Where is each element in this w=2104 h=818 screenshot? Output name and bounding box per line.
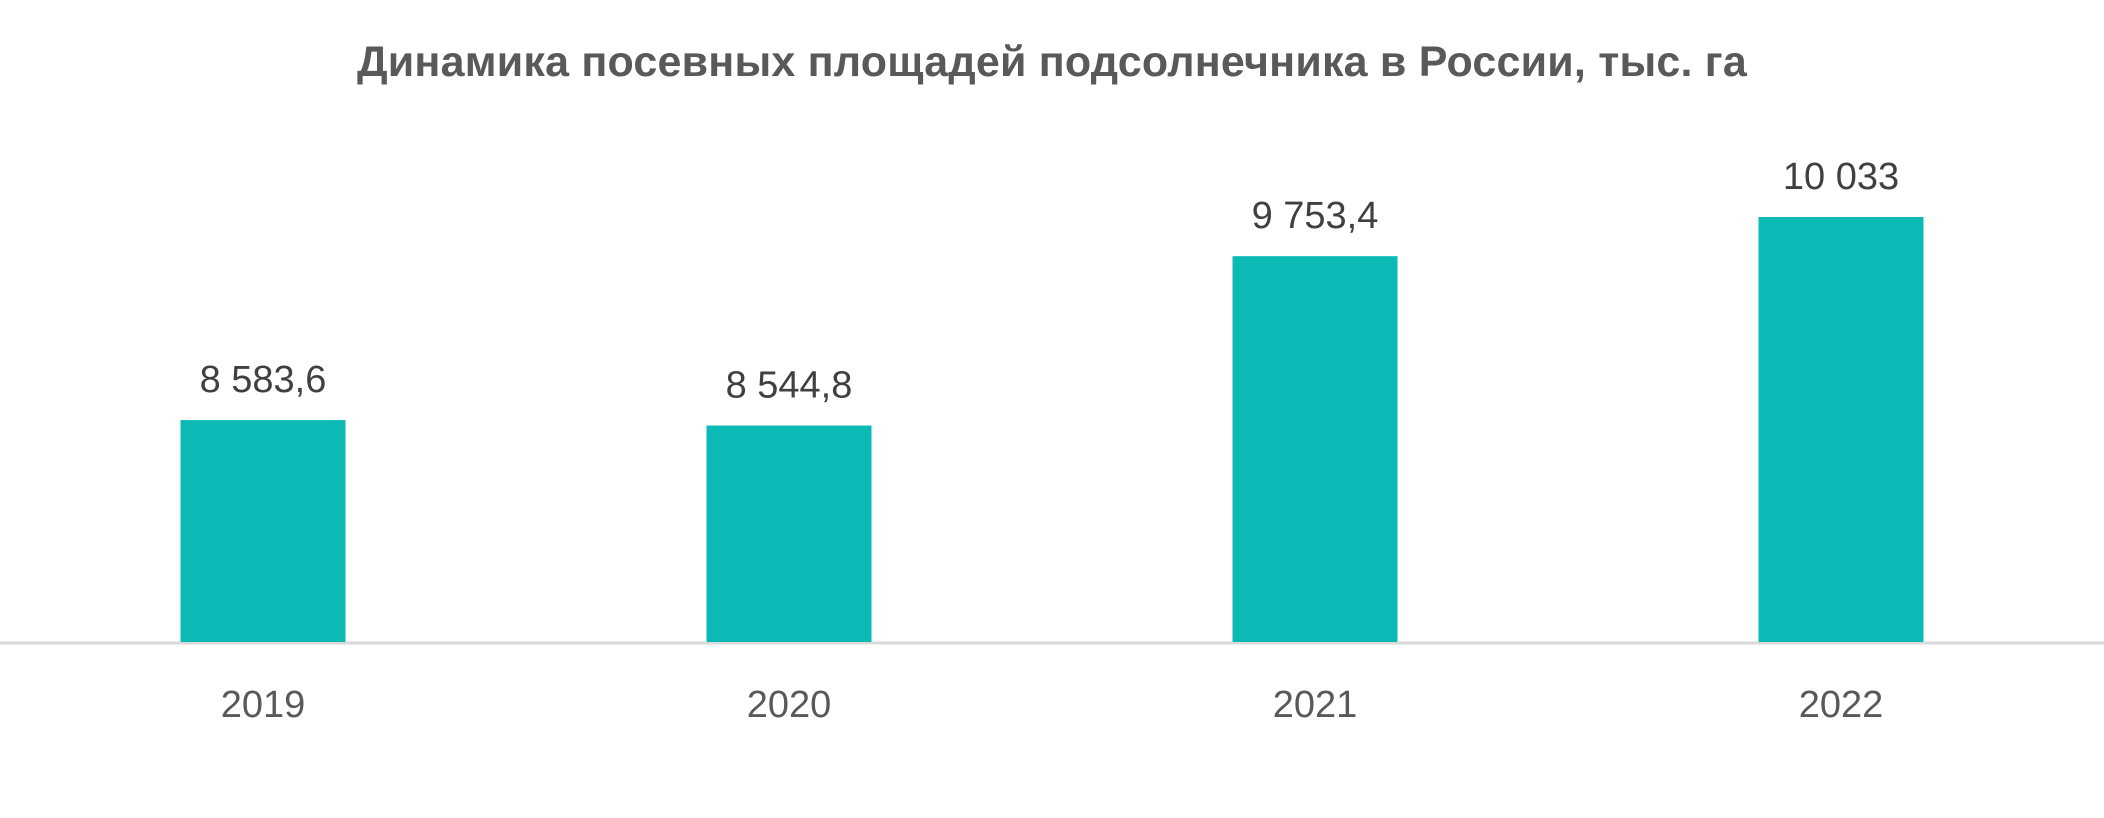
x-tick-label-2020: 2020 xyxy=(747,684,832,726)
bar-2020 xyxy=(706,425,872,642)
bar-2022 xyxy=(1758,217,1924,642)
value-label-2022: 10 033 xyxy=(1783,156,1899,198)
bar-2021 xyxy=(1232,256,1398,642)
x-tick-label-2019: 2019 xyxy=(221,684,306,726)
bars-group xyxy=(180,217,1924,642)
bar-2019 xyxy=(180,420,346,642)
x-tick-labels-group: 2019 2020 2021 2022 xyxy=(221,684,1884,726)
value-label-2021: 9 753,4 xyxy=(1252,195,1379,237)
value-label-2019: 8 583,6 xyxy=(200,359,327,401)
chart-title: Динамика посевных площадей подсолнечника… xyxy=(356,38,1748,86)
x-tick-label-2021: 2021 xyxy=(1273,684,1358,726)
value-labels-group: 8 583,6 8 544,8 9 753,4 10 033 xyxy=(200,156,1900,407)
x-tick-label-2022: 2022 xyxy=(1799,684,1884,726)
value-label-2020: 8 544,8 xyxy=(726,365,853,407)
